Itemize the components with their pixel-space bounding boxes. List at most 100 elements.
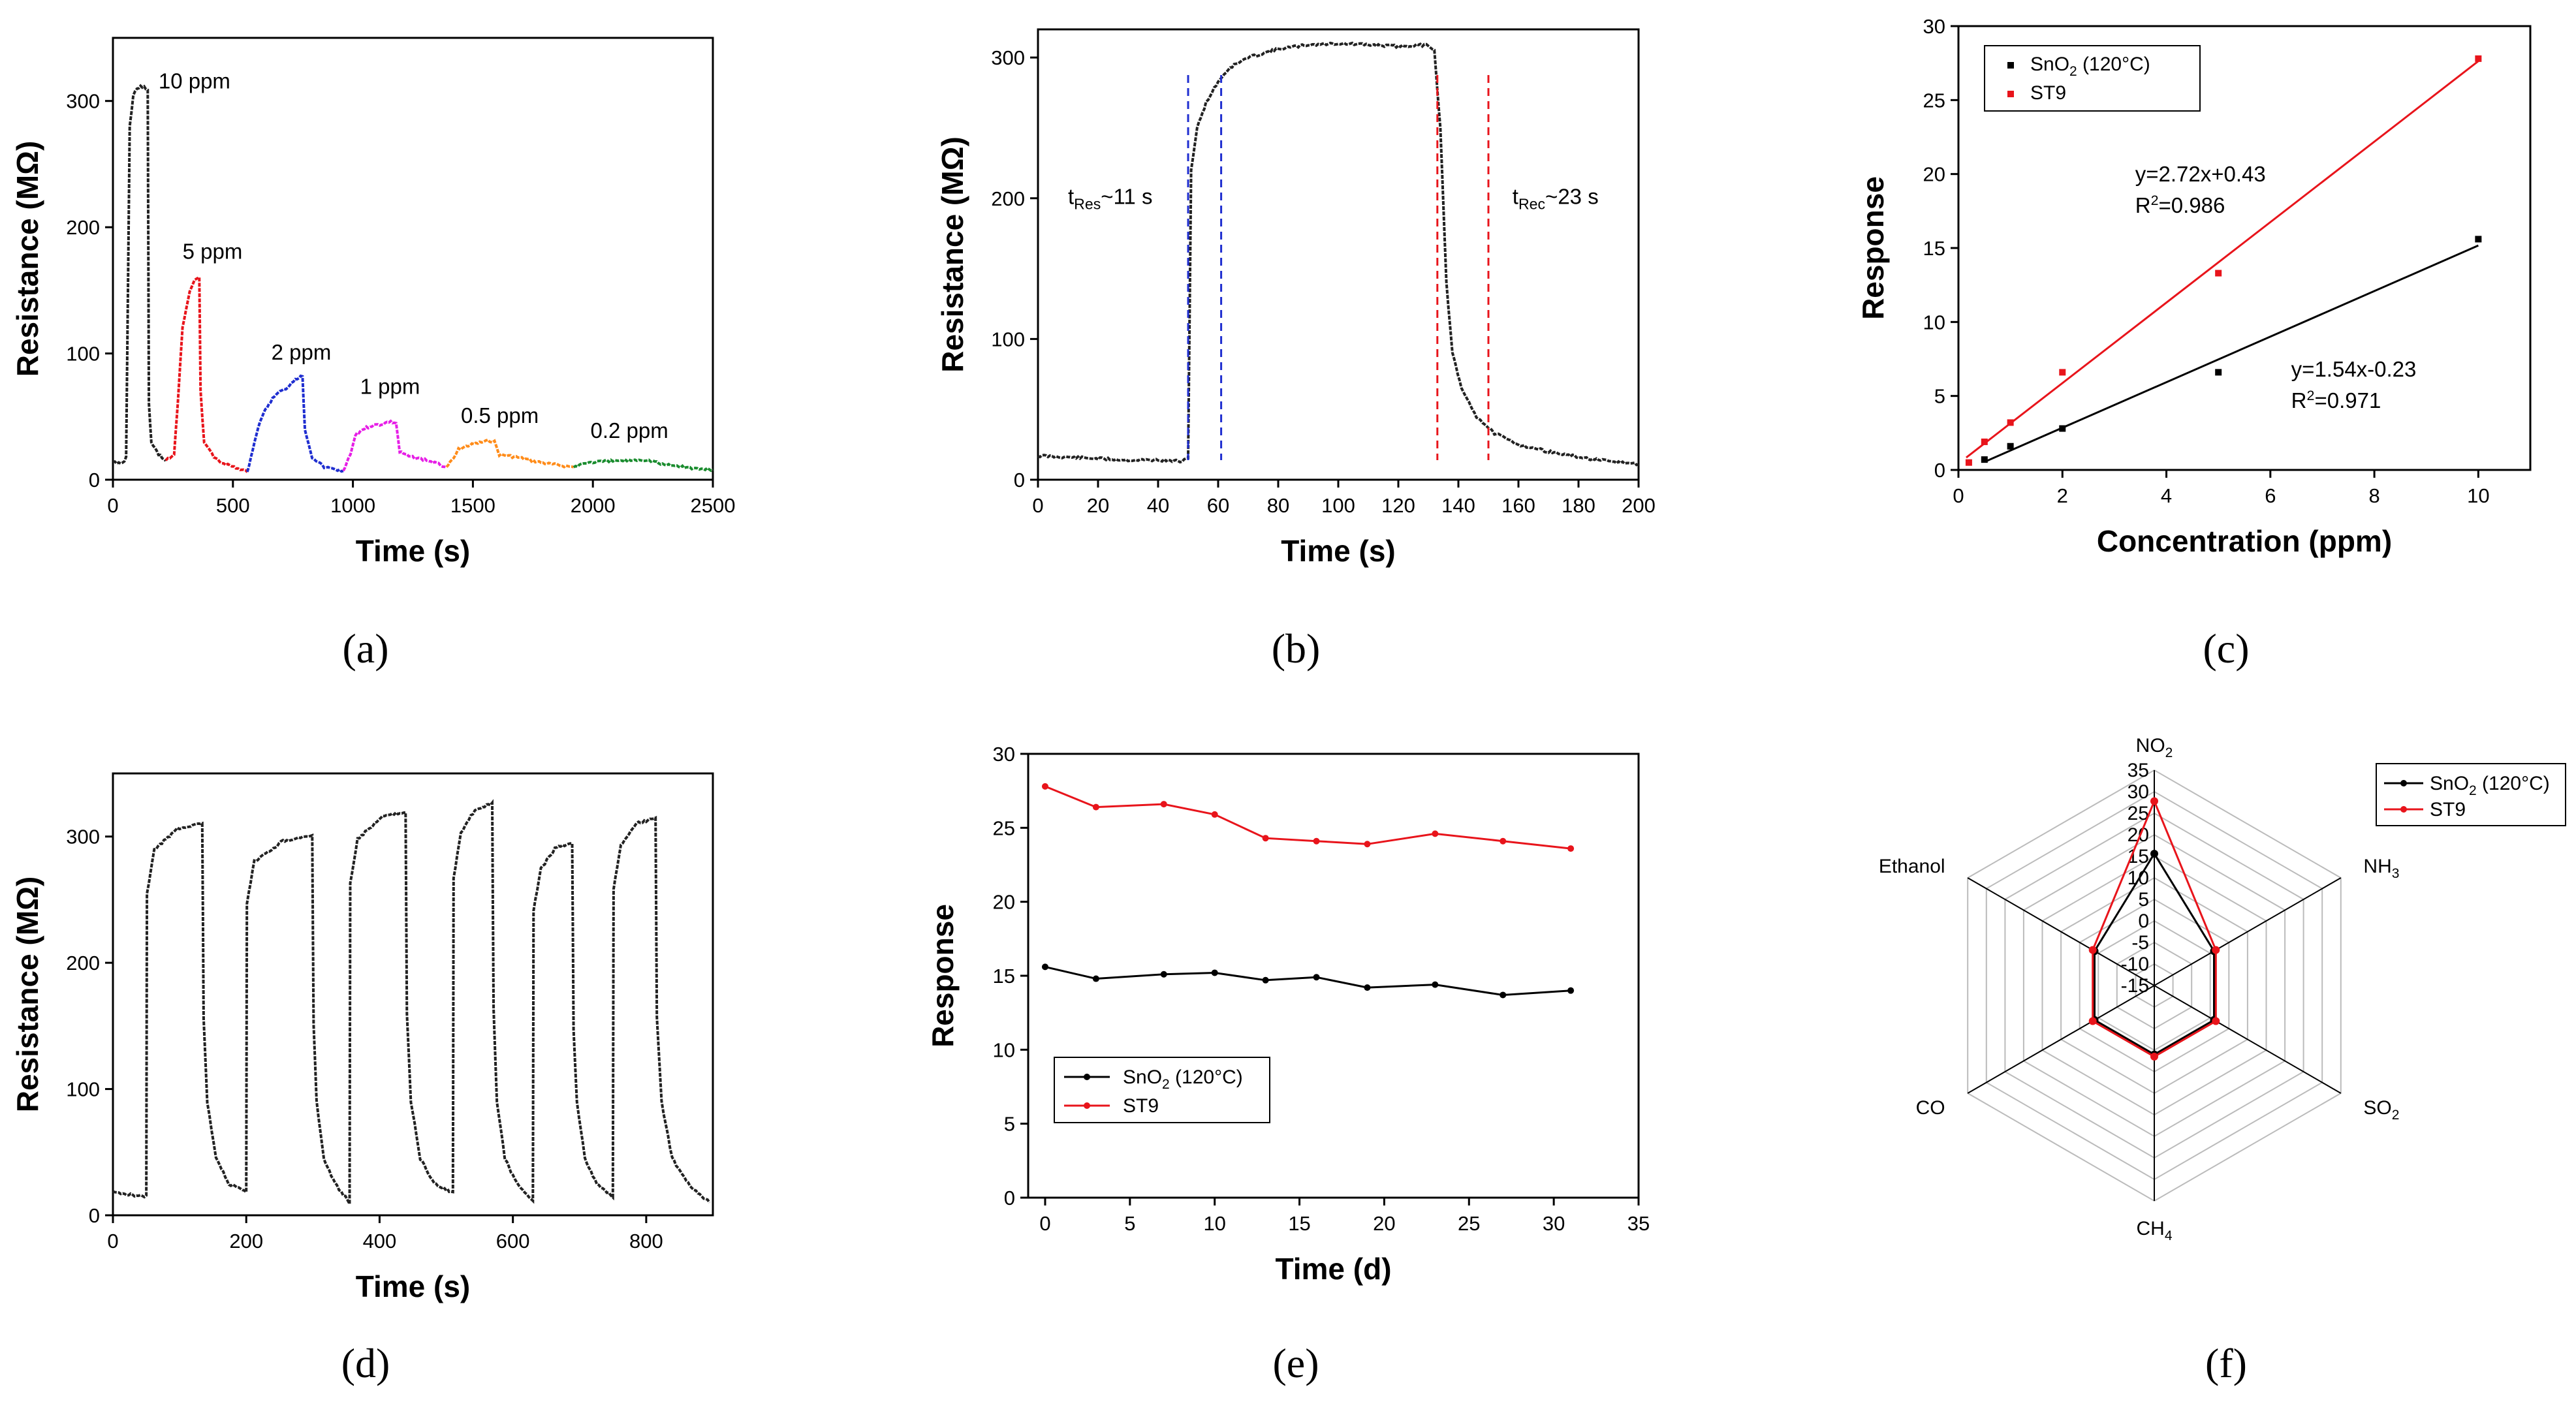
x-tick-label: 6 (2265, 484, 2276, 507)
radar-axis-label: NH3 (2363, 856, 2399, 881)
x-tick-label: 2000 (571, 494, 616, 517)
radar-scale-label: -10 (2121, 954, 2149, 975)
legend-label: SnO2 (120°C) (1123, 1066, 1243, 1092)
x-tick-label: 600 (496, 1230, 530, 1252)
legend-marker (1084, 1102, 1090, 1109)
x-tick-label: 0 (1953, 484, 1964, 507)
legend-marker (2400, 780, 2407, 786)
data-point (2150, 797, 2158, 805)
y-tick-label: 300 (66, 826, 100, 848)
y-tick-label: 100 (66, 1078, 100, 1101)
y-axis-title: Response (1856, 176, 1890, 320)
legend-label: SnO2 (120°C) (2430, 773, 2550, 798)
data-point (2150, 1052, 2158, 1061)
y-axis-title: Resistance (MΩ) (10, 141, 44, 377)
legend-label-suffix: (120°C) (2477, 773, 2550, 794)
x-tick-label: 10 (2467, 484, 2489, 507)
y-tick-label: 200 (66, 952, 100, 974)
y-tick-label: 30 (993, 743, 1015, 766)
panel-b: 0 20 40 60 80 100 120 140 160 180 200 0 100 200 300 Tim… (935, 28, 1656, 672)
data-point (1211, 811, 1218, 818)
data-point (1211, 969, 1218, 976)
data-point (2215, 270, 2222, 277)
panel-caption: (a) (342, 625, 388, 672)
panel-a: 0 500 1000 1500 2000 2500 0 100 200 300 Time (s) Re… (10, 37, 736, 672)
series-line (1045, 965, 1571, 997)
legend-label-main: SnO (2430, 773, 2469, 794)
x-tick-label: 140 (1441, 494, 1475, 517)
plot-frame (1037, 28, 1640, 481)
panel-caption: (c) (2203, 625, 2249, 672)
radar-axis-label-sub: 2 (2165, 745, 2173, 760)
panel-f: NO2NH3SO2CH4COEthanol-15-10-505101520253… (1879, 735, 2566, 1386)
panel-d: 0 200 400 600 800 0 100 200 300 Time (s) Resistanc… (10, 772, 714, 1386)
data-point (2059, 369, 2066, 376)
y-tick-label: 15 (993, 965, 1015, 987)
legend-label-sub: 2 (1162, 1077, 1170, 1092)
radar-axis-label: SO2 (2363, 1097, 2399, 1123)
legend-label-main: SnO (1123, 1066, 1162, 1088)
data-point (1567, 845, 1575, 852)
legend-label-main: SnO (2030, 54, 2069, 75)
legend-label: ST9 (2430, 799, 2466, 820)
panel-e: 0 5 10 15 20 25 30 35 0 5 10 15 20 25 30 Time (d) Respon… (926, 743, 1650, 1386)
fit-r2: R2=0.971 (2291, 388, 2381, 412)
legend-label-sub: 2 (2069, 64, 2077, 79)
y-tick-label: 5 (1004, 1113, 1015, 1136)
legend-label: ST9 (1123, 1095, 1159, 1117)
data-point (1262, 976, 1269, 984)
data-point (1567, 987, 1575, 994)
series-trace-1ppm (342, 419, 447, 472)
radar-axis-label: NO2 (2136, 735, 2173, 760)
radar-axis-label: CH4 (2136, 1218, 2172, 1243)
x-tick-label: 5 (1124, 1212, 1135, 1235)
time-annotation-sub: Rec (1518, 195, 1545, 212)
x-tick-label: 180 (1562, 494, 1595, 517)
data-point (1160, 971, 1167, 978)
fit-line (1966, 60, 2479, 459)
x-axis-title: Concentration (ppm) (2097, 524, 2392, 558)
radar-spoke (2154, 877, 2342, 986)
data-point (2059, 425, 2066, 432)
y-tick-label: 200 (991, 187, 1025, 210)
x-axis-title: Time (s) (356, 534, 471, 568)
radar-axis-label-main: Ethanol (1879, 856, 1945, 877)
concentration-label: 1 ppm (360, 374, 420, 398)
series-trace-2ppm (245, 374, 344, 473)
x-tick-label: 0 (1032, 494, 1043, 517)
y-tick-label: 0 (1004, 1187, 1015, 1209)
data-point (1041, 963, 1048, 971)
time-annotation-suffix: ~23 s (1545, 184, 1599, 208)
x-tick-label: 25 (1458, 1212, 1480, 1235)
fit-r2: R2=0.986 (2135, 193, 2225, 217)
data-point (1041, 783, 1048, 790)
x-tick-label: 100 (1321, 494, 1355, 517)
x-tick-label: 4 (2161, 484, 2172, 507)
x-tick-label: 20 (1087, 494, 1109, 517)
data-point (1364, 984, 1371, 991)
y-tick-label: 300 (991, 46, 1025, 69)
legend: SnO2 (120°C) ST9 (1984, 45, 2201, 112)
fit-equation: y=2.72x+0.43 (2135, 162, 2266, 186)
legend-label-main: ST9 (2030, 82, 2066, 104)
x-tick-label: 500 (216, 494, 250, 517)
x-axis-title: Time (s) (1281, 534, 1396, 568)
radar-axis-label-main: SO (2363, 1097, 2391, 1119)
data-point (2150, 850, 2158, 858)
data-point (1092, 803, 1099, 811)
panel-caption: (f) (2205, 1340, 2247, 1386)
concentration-label: 0.2 ppm (591, 418, 668, 443)
legend-label: SnO2 (120°C) (2030, 54, 2150, 79)
data-point (2088, 946, 2097, 954)
series-trace-10ppm (113, 84, 167, 465)
y-axis-title: Response (926, 904, 960, 1048)
concentration-label: 10 ppm (159, 69, 230, 93)
x-tick-label: 2 (2057, 484, 2068, 507)
x-tick-label: 2500 (691, 494, 736, 517)
x-tick-label: 0 (107, 1230, 118, 1252)
legend: SnO2 (120°C) ST9 (1054, 1057, 1270, 1123)
radar-axis-label-sub: 4 (2165, 1228, 2173, 1243)
y-tick-label: 300 (66, 90, 100, 113)
legend: SnO2 (120°C)ST9 (2376, 763, 2566, 826)
legend-marker (2007, 91, 2014, 97)
